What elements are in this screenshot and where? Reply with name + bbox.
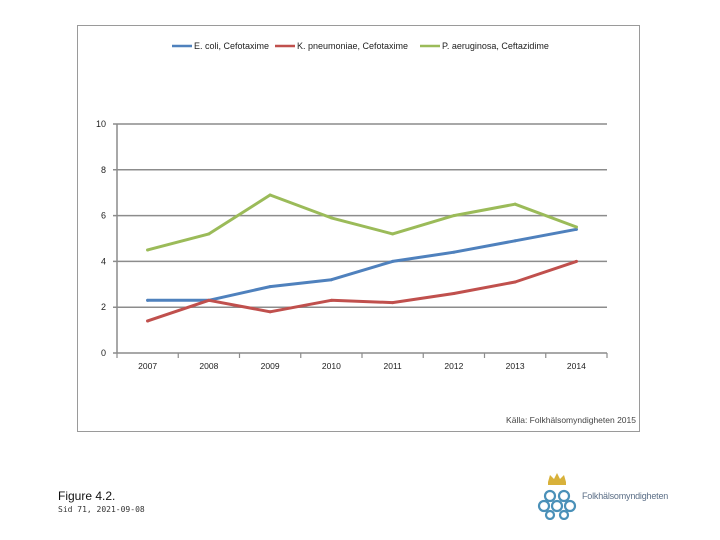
data-point-s0-2010 [329, 278, 333, 282]
data-point-s0-2012 [452, 250, 456, 254]
data-point-s2-2010 [329, 216, 333, 220]
logo-wordmark: Folkhälsomyndigheten [582, 491, 669, 501]
agency-logo [537, 473, 577, 520]
legend-label-1: K. pneumoniae, Cefotaxime [297, 41, 408, 51]
data-point-s2-2009 [268, 193, 272, 197]
source-note: Källa: Folkhälsomyndigheten 2015 [506, 415, 636, 425]
y-tick-label-6: 6 [101, 211, 106, 221]
data-point-s0-2013 [513, 239, 517, 243]
data-point-s2-2012 [452, 214, 456, 218]
data-point-s2-2014 [574, 225, 578, 229]
x-tick-label-2009: 2009 [261, 361, 280, 371]
crown-icon [548, 473, 566, 485]
emblem-pattern-icon [537, 489, 577, 520]
data-point-s2-2008 [207, 232, 211, 236]
x-tick-label-2011: 2011 [383, 361, 402, 371]
data-point-s1-2008 [207, 298, 211, 302]
x-tick-label-2013: 2013 [506, 361, 525, 371]
data-point-s1-2014 [574, 259, 578, 263]
data-point-s1-2013 [513, 280, 517, 284]
y-tick-label-10: 10 [96, 119, 106, 129]
series-line-1 [146, 259, 578, 323]
data-point-s1-2009 [268, 310, 272, 314]
data-point-s0-2007 [146, 298, 150, 302]
data-point-s1-2007 [146, 319, 150, 323]
data-point-s0-2009 [268, 285, 272, 289]
x-tick-label-2010: 2010 [322, 361, 341, 371]
data-point-s1-2010 [329, 298, 333, 302]
legend-label-2: P. aeruginosa, Ceftazidime [442, 41, 549, 51]
data-point-s1-2011 [391, 301, 395, 305]
series-lines [146, 193, 578, 323]
y-tick-label-4: 4 [101, 256, 106, 266]
legend: E. coli, Cefotaxime K. pneumoniae, Cefota… [172, 41, 549, 51]
x-tick-label-2012: 2012 [444, 361, 463, 371]
y-tick-label-2: 2 [101, 302, 106, 312]
y-tick-label-8: 8 [101, 165, 106, 175]
data-point-s2-2013 [513, 202, 517, 206]
chart-frame [77, 25, 640, 432]
axes [113, 124, 608, 358]
x-tick-label-2008: 2008 [199, 361, 218, 371]
figure-label: Figure 4.2. [58, 489, 116, 503]
x-tick-label-2007: 2007 [138, 361, 157, 371]
legend-label-0: E. coli, Cefotaxime [194, 41, 269, 51]
x-tick-label-2014: 2014 [567, 361, 586, 371]
series-line-2 [146, 193, 578, 252]
y-tick-label-0: 0 [101, 348, 106, 358]
series-line-0 [146, 227, 578, 302]
gridlines [113, 123, 607, 308]
data-point-s2-2007 [146, 248, 150, 252]
data-point-s0-2011 [391, 259, 395, 263]
data-point-s1-2012 [452, 291, 456, 295]
data-point-s0-2014 [574, 227, 578, 231]
x-tick-labels: 2007 2008 2009 2010 2011 2012 2013 2014 [138, 361, 586, 371]
data-point-s2-2011 [391, 232, 395, 236]
slide-meta: Sid 71, 2021-09-08 [58, 505, 145, 514]
y-tick-labels: 0 2 4 6 8 10 [96, 119, 106, 358]
